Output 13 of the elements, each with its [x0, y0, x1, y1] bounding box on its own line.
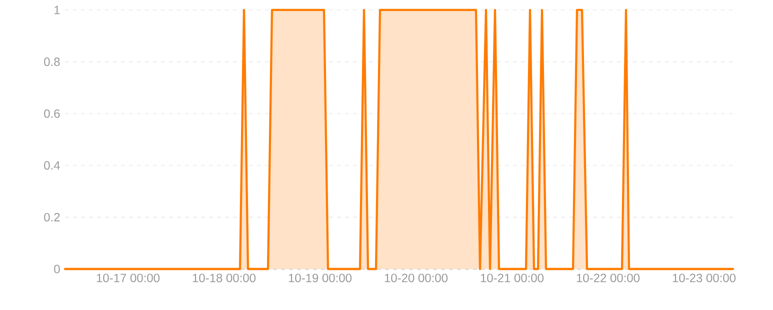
x-tick-label: 10-20 00:00 [384, 274, 448, 282]
y-tick-label: 0 [54, 264, 60, 274]
x-tick-label: 10-23 00:00 [672, 274, 736, 282]
x-tick-label: 10-18 00:00 [192, 274, 256, 282]
x-tick-label: 10-17 00:00 [96, 274, 160, 282]
y-tick-label: 0.8 [44, 58, 60, 66]
y-tick-label: 0.4 [44, 161, 60, 170]
y-tick-label: 1 [54, 6, 60, 14]
x-tick-label: 10-21 00:00 [480, 274, 544, 282]
y-tick-label: 0.6 [44, 109, 60, 118]
x-tick-label: 10-22 00:00 [576, 274, 640, 282]
y-tick-label: 0.2 [44, 212, 60, 222]
x-tick-label: 10-19 00:00 [288, 274, 352, 282]
